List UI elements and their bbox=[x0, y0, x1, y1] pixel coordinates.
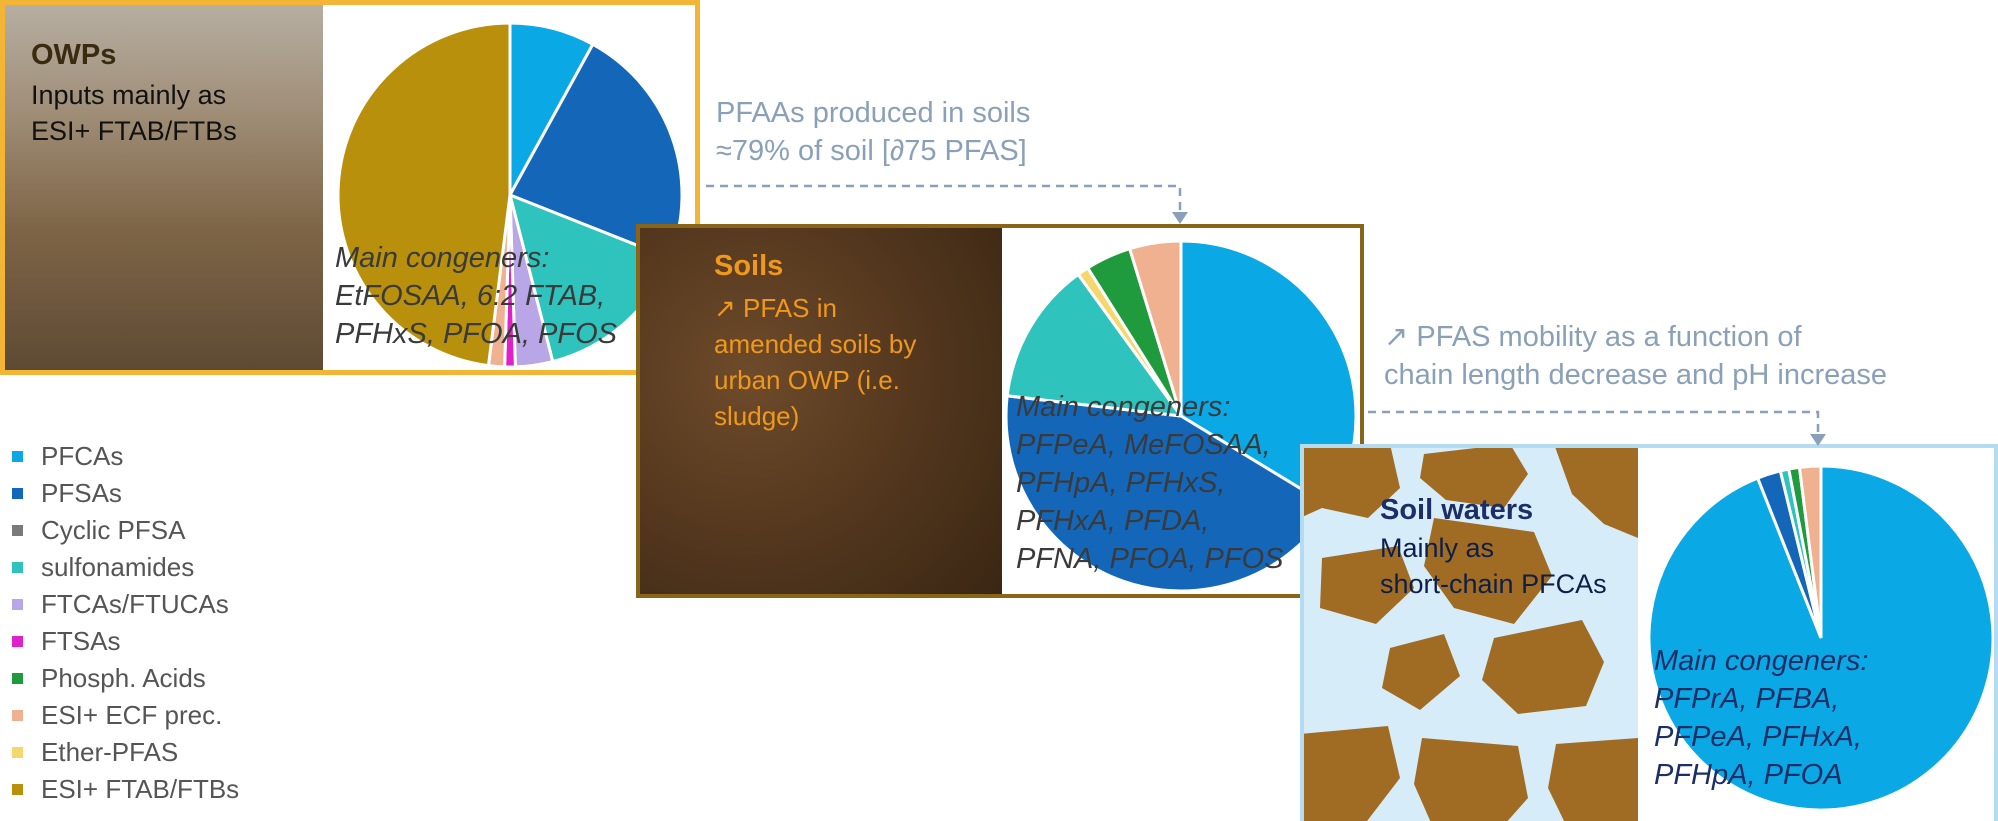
legend-swatch bbox=[12, 451, 23, 462]
waters-description: Mainly as short-chain PFCAs bbox=[1380, 533, 1607, 599]
soil-to-water-arrowhead bbox=[1810, 434, 1826, 446]
legend-label: sulfonamides bbox=[41, 552, 195, 582]
legend-swatch bbox=[12, 673, 23, 684]
owp-to-soil-arrowhead bbox=[1172, 212, 1188, 224]
legend: PFCAs PFSAs Cyclic PFSA sulfonamides FTC… bbox=[12, 438, 239, 808]
legend-label: FTSAs bbox=[41, 626, 121, 656]
pie-slice-pfsas bbox=[1005, 394, 1333, 593]
legend-swatch bbox=[12, 784, 23, 795]
owp-panel: OWPs Inputs mainly as ESI+ FTAB/FTBs Mai… bbox=[0, 0, 700, 375]
legend-swatch bbox=[12, 562, 23, 573]
legend-item: ESI+ ECF prec. bbox=[12, 697, 239, 734]
legend-label: Phosph. Acids bbox=[41, 663, 206, 693]
legend-item: FTSAs bbox=[12, 623, 239, 660]
pfas-mobility-note: ↗ PFAS mobility as a function of chain l… bbox=[1384, 321, 1887, 391]
owp-main-congeners: Main congeners: EtFOSAA, 6:2 FTAB, PFHxS… bbox=[335, 242, 617, 350]
soils-pie-chart bbox=[1005, 239, 1357, 593]
legend-item: Ether-PFAS bbox=[12, 734, 239, 771]
soil-water-illustration bbox=[1304, 448, 1638, 821]
owp-description: Inputs mainly as ESI+ FTAB/FTBs bbox=[31, 80, 237, 146]
soils-main-congeners: Main congeners: PFPeA, MeFOSAA, PFHpA, P… bbox=[1016, 391, 1284, 575]
legend-label: Cyclic PFSA bbox=[41, 515, 186, 545]
legend-item: sulfonamides bbox=[12, 549, 239, 586]
legend-item: ESI+ FTAB/FTBs bbox=[12, 771, 239, 808]
owp-to-soil-arrow bbox=[706, 184, 1182, 214]
soils-panel: Soils ↗ PFAS in amended soils by urban O… bbox=[636, 224, 1364, 598]
legend-label: ESI+ ECF prec. bbox=[41, 700, 223, 730]
legend-label: FTCAs/FTUCAs bbox=[41, 589, 229, 619]
soils-title: Soils bbox=[714, 250, 784, 282]
waters-title: Soil waters bbox=[1380, 494, 1534, 526]
legend-item: Cyclic PFSA bbox=[12, 512, 239, 549]
owp-title: OWPs bbox=[31, 39, 117, 71]
pfaa-production-note: PFAAs produced in soils ≈79% of soil [∂7… bbox=[716, 97, 1031, 167]
legend-label: PFSAs bbox=[41, 478, 122, 508]
legend-label: PFCAs bbox=[41, 441, 124, 471]
pie-slice-sulfonamides bbox=[1005, 272, 1185, 418]
legend-label: ESI+ FTAB/FTBs bbox=[41, 774, 240, 804]
pie-slice-esi-ecf-prec- bbox=[1127, 239, 1183, 417]
soil-waters-panel: Soil waters Mainly as short-chain PFCAs … bbox=[1300, 444, 1998, 821]
legend-item: FTCAs/FTUCAs bbox=[12, 586, 239, 623]
soil-photo bbox=[640, 228, 1002, 594]
waters-main-congeners: Main congeners: PFPrA, PFBA, PFPeA, PFHx… bbox=[1654, 645, 1869, 791]
legend-swatch bbox=[12, 525, 23, 536]
pie-slice-esi-ftab-ftbs bbox=[336, 21, 512, 368]
legend-label: Ether-PFAS bbox=[41, 737, 179, 767]
legend-swatch bbox=[12, 599, 23, 610]
soils-description: ↗ PFAS in amended soils by urban OWP (i.… bbox=[714, 293, 917, 431]
owp-pie-chart bbox=[336, 21, 684, 369]
soil-to-water-arrow bbox=[1368, 410, 1820, 436]
owp-dust-photo bbox=[5, 5, 323, 370]
legend-item: Phosph. Acids bbox=[12, 660, 239, 697]
legend-swatch bbox=[12, 710, 23, 721]
legend-swatch bbox=[12, 747, 23, 758]
pie-slice-pfcas bbox=[1647, 464, 1994, 812]
pie-slice-esi-ecf-prec- bbox=[1797, 464, 1823, 639]
legend-item: PFSAs bbox=[12, 475, 239, 512]
legend-swatch bbox=[12, 488, 23, 499]
legend-item: PFCAs bbox=[12, 438, 239, 475]
waters-pie-chart bbox=[1647, 464, 1994, 812]
legend-swatch bbox=[12, 636, 23, 647]
